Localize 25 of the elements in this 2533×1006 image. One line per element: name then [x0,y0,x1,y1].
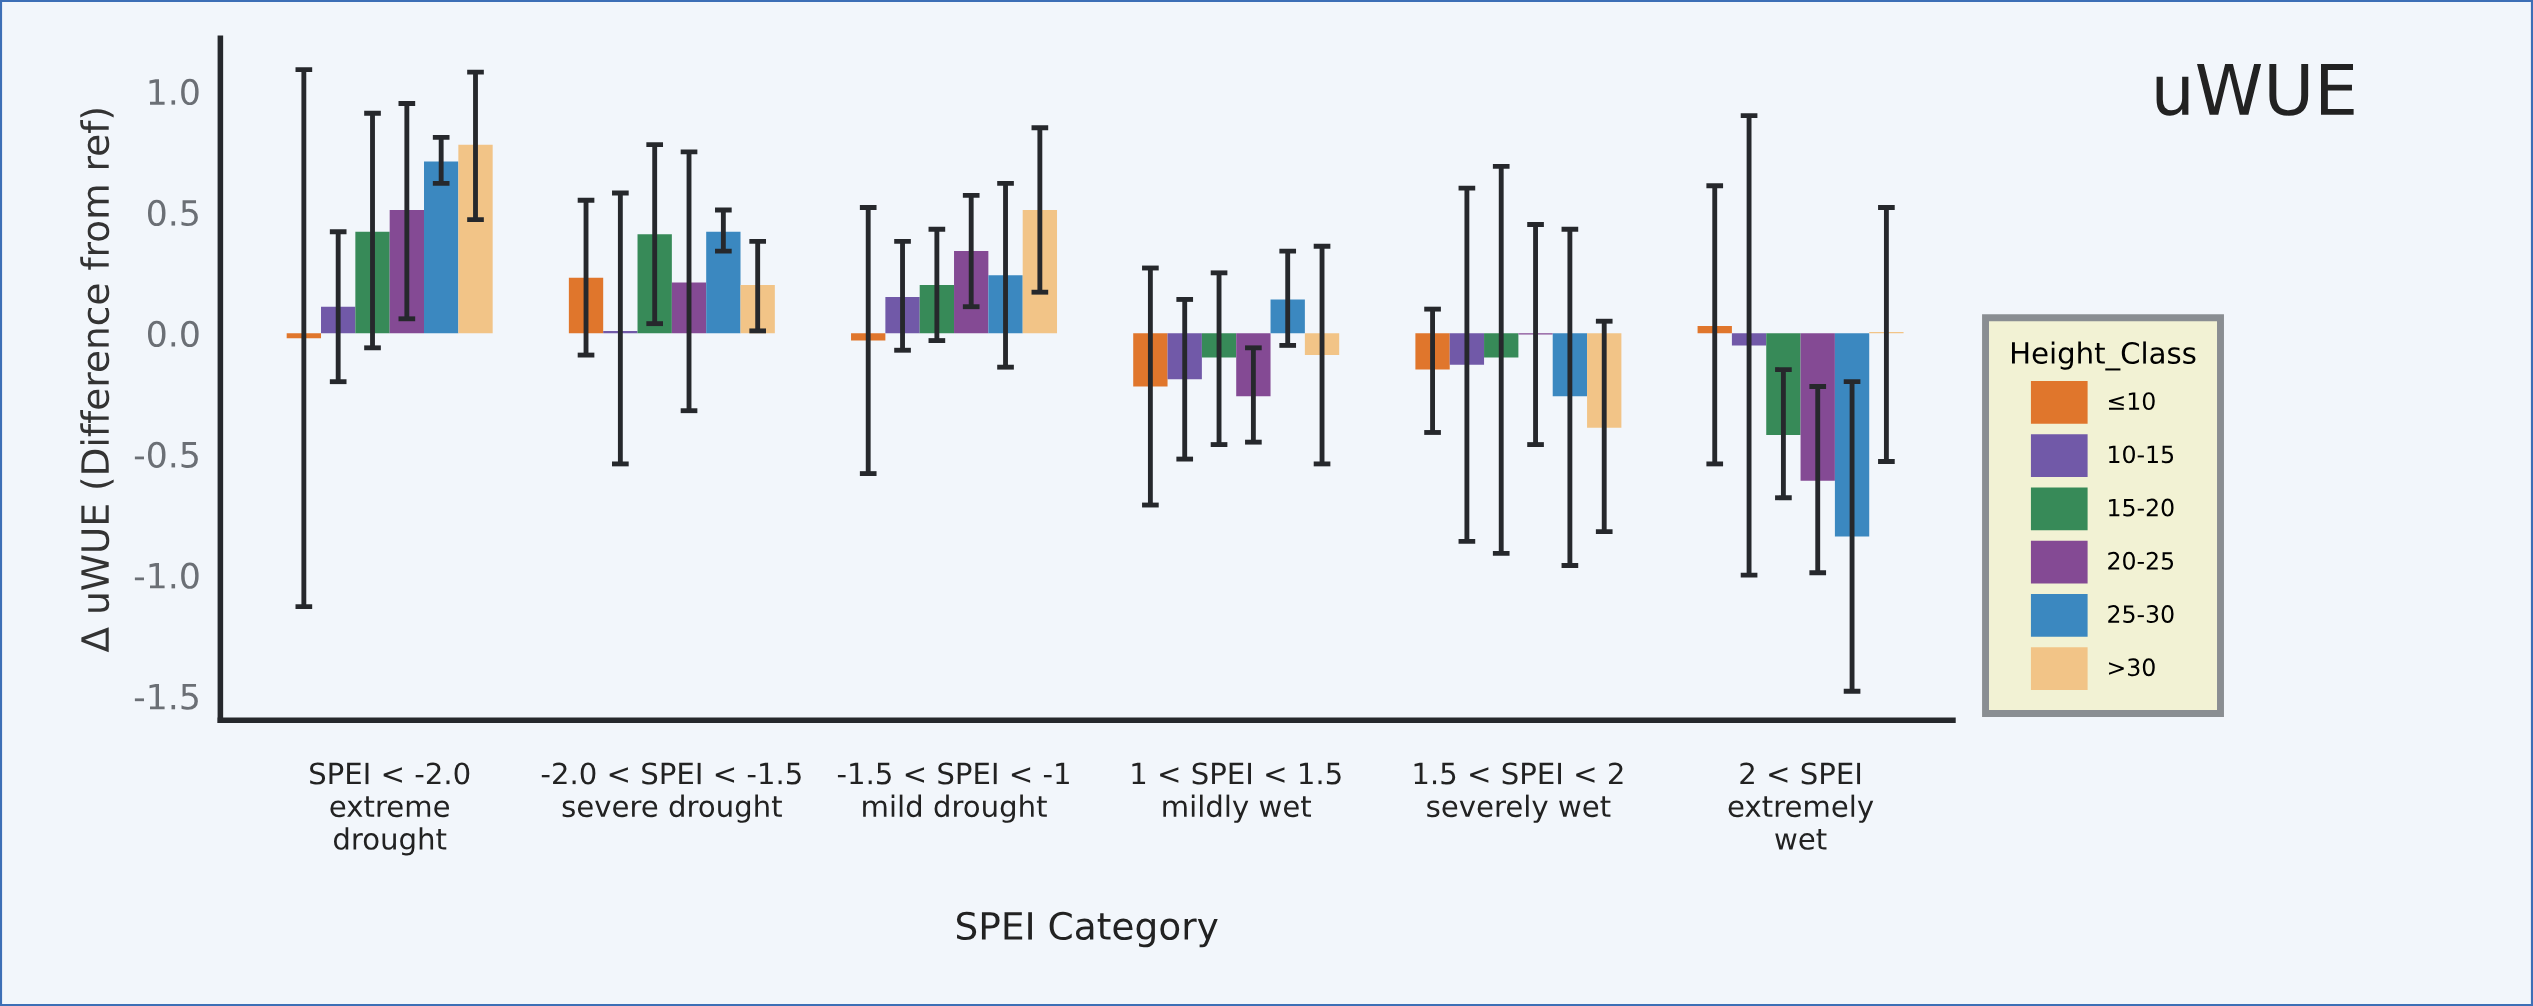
y-tick-label: -1.0 [134,562,199,589]
legend-label: 25-30 [2108,605,2174,623]
x-tick-label: -2.0 < SPEI < -1.5 severe drought [541,762,801,823]
y-axis-title: Δ uWUE (Difference from ref) [80,109,114,653]
x-tick-label: 1.5 < SPEI < 2 severely wet [1414,762,1623,823]
x-tick-label: SPEI < -2.0 extreme drought [310,762,470,856]
legend-label: ≤10 [2108,392,2155,410]
x-axis-title: SPEI Category [956,911,1218,948]
bar [458,144,493,334]
legend-label: 20-25 [2108,551,2174,570]
bar [424,161,459,334]
legend-label: 15-20 [2109,498,2174,517]
legend-label: 10-15 [2109,445,2174,464]
y-tick-label: 0.5 [148,199,198,227]
bar [706,231,741,334]
x-tick-label: -1.5 < SPEI < -1 mild drought [837,762,1069,823]
text: uWUE [2156,64,2354,116]
y-tick-label: -1.5 [134,683,198,710]
y-tick-label: 1.0 [149,78,199,106]
y-tick-label: 0.0 [148,320,199,347]
x-tick-label: 1 < SPEI < 1.5 mildly wet [1132,762,1341,823]
x-tick-label: 2 < SPEI extremely wet [1728,762,1874,850]
legend-label: >30 [2108,658,2155,677]
y-tick-label: -0.5 [134,441,198,468]
legend-title: Height_Class [2012,341,2196,371]
